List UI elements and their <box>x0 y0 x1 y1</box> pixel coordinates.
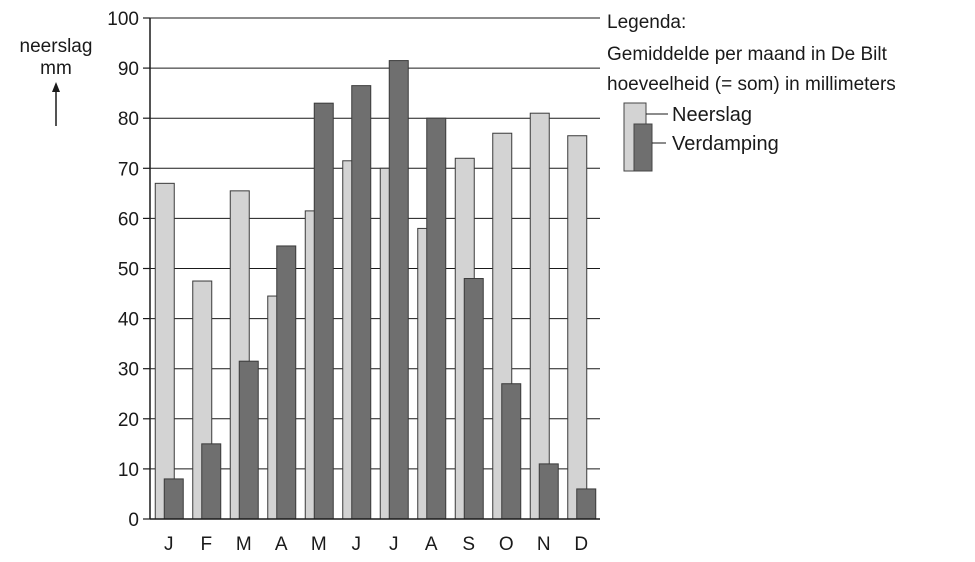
bar-verdamping <box>238 360 259 520</box>
y-tick-label: 10 <box>118 460 139 481</box>
x-tick-label: J <box>352 534 362 555</box>
x-tick-label: O <box>499 534 514 555</box>
x-tick-label: J <box>389 534 399 555</box>
y-tick-label: 50 <box>118 260 139 281</box>
legend: Legenda: Gemiddelde per maand in De Bilt… <box>607 12 896 172</box>
y-axis-label-line-1: neerslag <box>20 36 93 57</box>
grid-lines <box>150 17 600 470</box>
bar-verdamping <box>501 383 522 520</box>
x-tick-label: A <box>425 534 438 555</box>
legend-title: Legenda: <box>607 12 686 33</box>
y-tick-label: 80 <box>118 109 139 130</box>
bar-verdamping <box>163 478 184 520</box>
y-tick-label: 40 <box>118 310 139 331</box>
y-tick-label: 100 <box>107 9 139 30</box>
bar-verdamping <box>463 278 484 520</box>
bar-verdamping <box>201 443 222 520</box>
bar-verdamping <box>388 60 409 520</box>
bar-neerslag <box>529 112 550 520</box>
x-tick-label: N <box>537 534 551 555</box>
tick-labels: 0 10 20 30 40 50 60 70 80 90 100 J F M A M J J A S O N D <box>107 9 588 555</box>
bars <box>154 60 597 520</box>
x-tick-label: A <box>275 534 288 555</box>
legend-label-verdamping: Verdamping <box>672 133 779 155</box>
bar-verdamping <box>351 85 372 520</box>
bar-verdamping <box>426 117 447 520</box>
x-tick-label: S <box>462 534 475 555</box>
y-tick-label: 90 <box>118 59 139 80</box>
y-axis-label-line-2: mm <box>40 58 72 79</box>
legend-description-line-1: Gemiddelde per maand in De Bilt <box>607 44 888 65</box>
bar-verdamping <box>538 463 559 520</box>
bar-neerslag <box>567 135 588 520</box>
bar-verdamping <box>576 488 597 520</box>
legend-label-neerslag: Neerslag <box>672 104 752 126</box>
x-tick-label: D <box>574 534 588 555</box>
y-tick-label: 30 <box>118 360 139 381</box>
x-tick-label: M <box>236 534 252 555</box>
y-tick-label: 20 <box>118 410 139 431</box>
bar-verdamping <box>276 245 297 520</box>
x-tick-label: F <box>200 534 212 555</box>
y-tick-label: 70 <box>118 159 139 180</box>
x-tick-label: J <box>164 534 174 555</box>
y-tick-label: 60 <box>118 209 139 230</box>
axes <box>143 17 600 520</box>
y-axis-title: neerslag mm <box>20 36 93 126</box>
x-tick-label: M <box>311 534 327 555</box>
bar-verdamping <box>313 102 334 520</box>
legend-description-line-2: hoeveelheid (= som) in millimeters <box>607 74 896 95</box>
legend-swatch-verdamping <box>633 123 653 172</box>
bar-neerslag <box>154 182 175 520</box>
y-axis-arrow-icon <box>52 82 60 92</box>
y-tick-label: 0 <box>128 510 139 531</box>
